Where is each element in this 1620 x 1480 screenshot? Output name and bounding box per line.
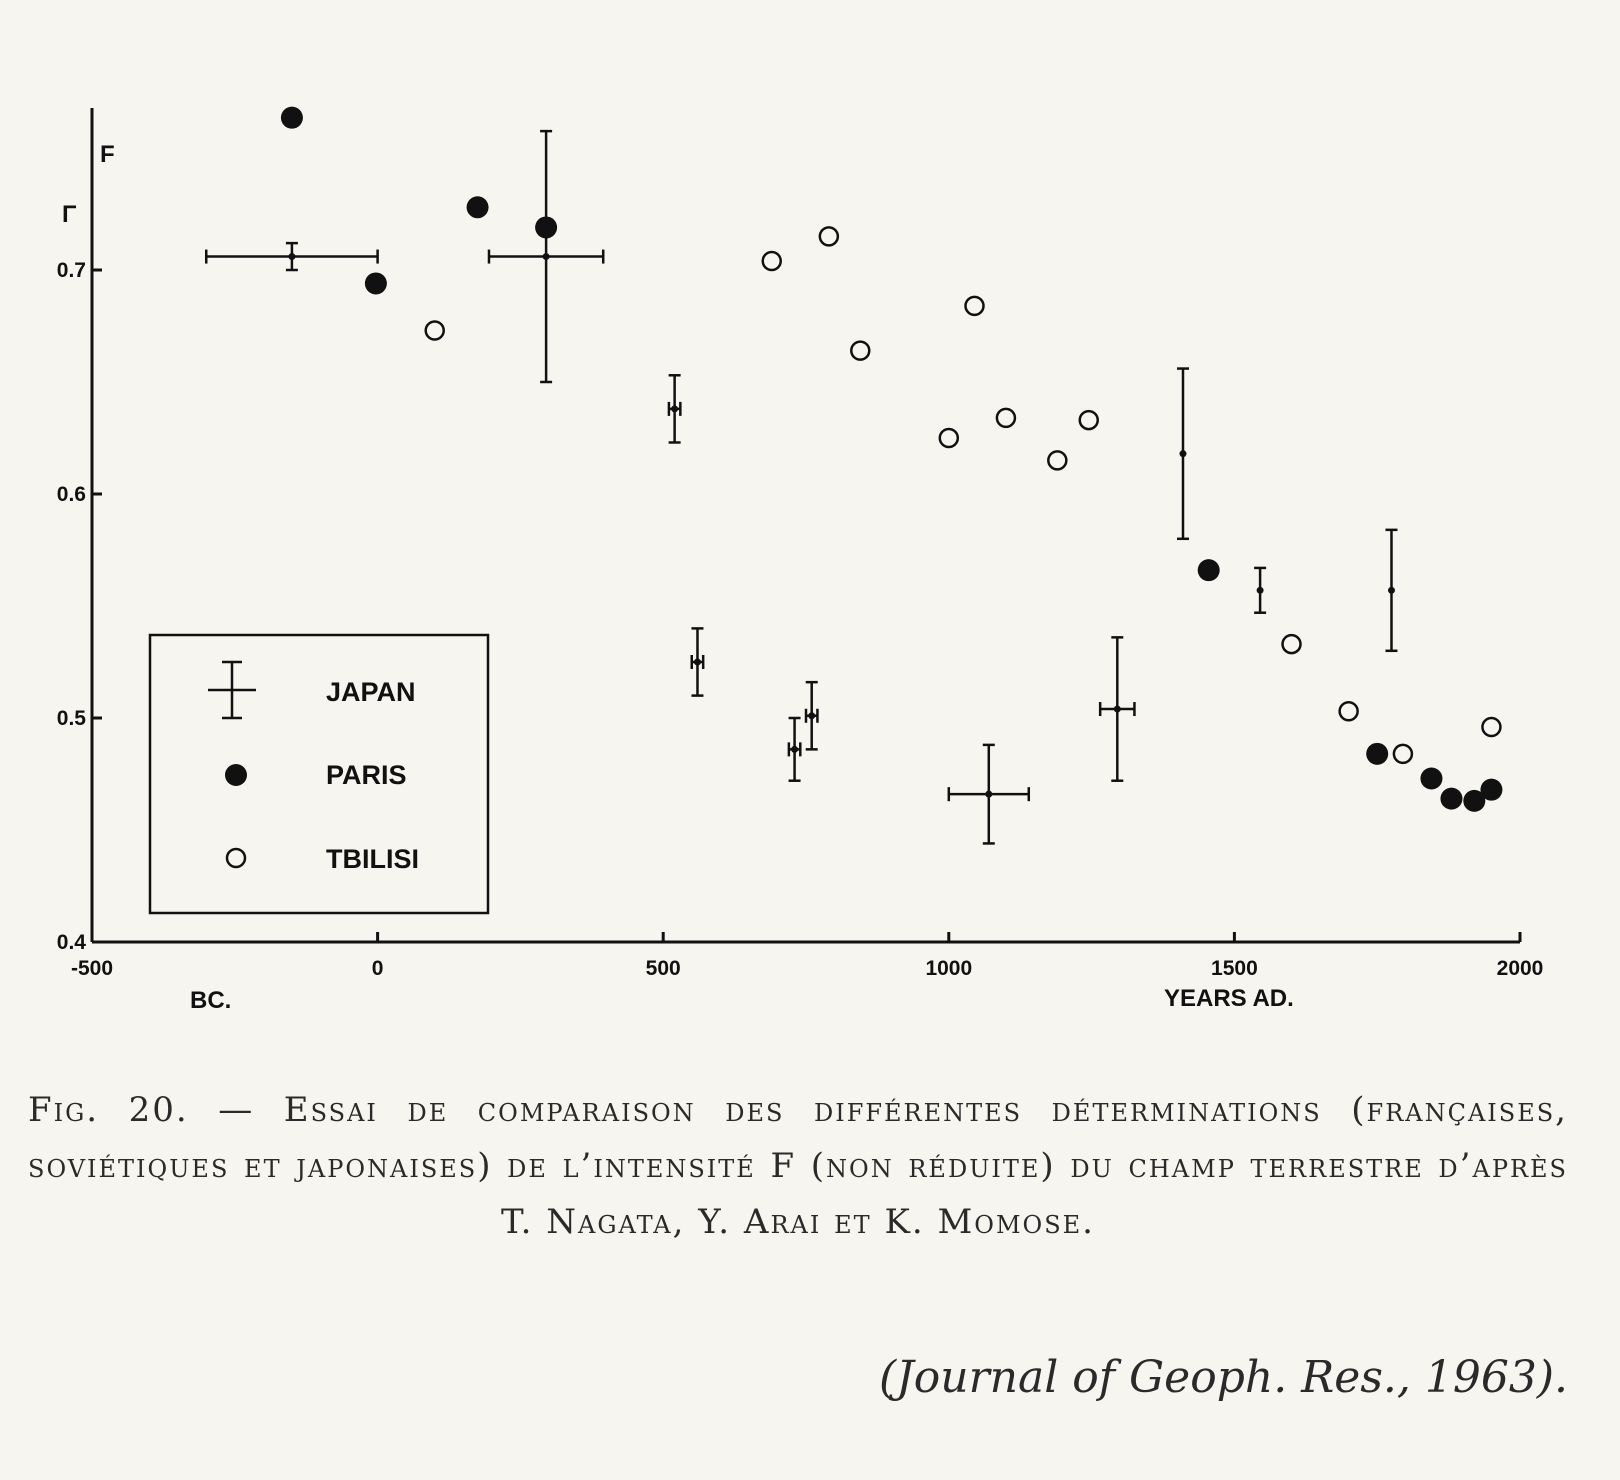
japan-point bbox=[1385, 528, 1398, 653]
japan-point bbox=[1176, 367, 1189, 541]
paris-point bbox=[535, 216, 558, 239]
x-tick-label: 2000 bbox=[1497, 957, 1544, 980]
series-japan bbox=[204, 129, 1398, 845]
japan-point-center bbox=[985, 790, 993, 798]
y-gamma-label: Γ bbox=[62, 201, 77, 228]
x-tick-label: 1500 bbox=[1211, 957, 1258, 980]
japan-point bbox=[690, 627, 705, 697]
paris-point bbox=[1420, 767, 1443, 790]
paris-point bbox=[280, 106, 303, 129]
chart: F Γ YEARS AD. BC. -500 0 500 1000 1500 2000 0.… bbox=[57, 106, 1544, 1014]
x-tick-label: -500 bbox=[71, 957, 113, 980]
tbilisi-point bbox=[938, 427, 960, 449]
japan-point-center bbox=[1256, 586, 1264, 594]
x-axis-bc-label: BC. bbox=[190, 987, 231, 1014]
tbilisi-point bbox=[1481, 716, 1502, 738]
y-tick-label: 0.6 bbox=[57, 483, 86, 506]
japan-point-center bbox=[1113, 705, 1121, 713]
paris-point bbox=[364, 272, 387, 295]
tbilisi-point bbox=[1078, 409, 1099, 431]
japan-point bbox=[204, 241, 379, 272]
japan-point bbox=[804, 680, 819, 751]
tbilisi-point bbox=[1338, 701, 1359, 722]
tbilisi-point bbox=[995, 407, 1017, 429]
tbilisi-point bbox=[964, 295, 985, 317]
x-tick-label: 0 bbox=[372, 957, 384, 980]
paris-point bbox=[1480, 778, 1503, 801]
japan-point-center bbox=[791, 745, 799, 753]
x-tick-label: 1000 bbox=[925, 957, 972, 980]
legend-japan-icon bbox=[208, 660, 256, 720]
tbilisi-point bbox=[1392, 743, 1414, 765]
axes: F Γ YEARS AD. BC. bbox=[62, 108, 1520, 1014]
paris-point bbox=[1366, 742, 1389, 765]
legend-paris-label: PARIS bbox=[326, 760, 407, 790]
legend-paris-icon bbox=[225, 764, 247, 786]
japan-point bbox=[1098, 636, 1136, 782]
y-tick-label: 0.4 bbox=[57, 931, 87, 954]
tbilisi-point bbox=[1281, 633, 1302, 655]
paris-point bbox=[466, 196, 489, 219]
japan-point-center bbox=[808, 712, 816, 720]
japan-point bbox=[667, 374, 682, 444]
marks bbox=[204, 106, 1503, 845]
paris-point bbox=[1463, 789, 1486, 812]
y-tick-label: 0.5 bbox=[57, 707, 87, 730]
figure-caption: Fig. 20. — Essai de comparaison des diff… bbox=[28, 1090, 1568, 1242]
y-tick-label: 0.7 bbox=[57, 259, 86, 282]
legend-japan-label: JAPAN bbox=[326, 677, 416, 707]
tbilisi-point bbox=[818, 226, 840, 247]
japan-point bbox=[947, 743, 1031, 845]
japan-point bbox=[1254, 566, 1267, 614]
japan-point bbox=[487, 129, 605, 384]
y-axis-label: F bbox=[100, 141, 115, 168]
japan-point bbox=[787, 716, 802, 782]
ticks: -500 0 500 1000 1500 2000 0.4 0.5 0.6 0.7 bbox=[57, 259, 1544, 980]
tbilisi-point bbox=[1047, 450, 1068, 471]
paris-point bbox=[1197, 559, 1220, 582]
legend-tbilisi-icon bbox=[225, 847, 247, 869]
series-paris bbox=[280, 106, 1503, 812]
japan-point-center bbox=[693, 658, 701, 666]
legend: JAPAN PARIS TBILISI bbox=[148, 633, 490, 915]
paris-point bbox=[1440, 787, 1463, 810]
japan-point-center bbox=[1387, 586, 1395, 594]
legend-box bbox=[148, 633, 490, 915]
legend-tbilisi-label: TBILISI bbox=[326, 844, 419, 874]
tbilisi-point bbox=[424, 320, 445, 341]
tbilisi-point bbox=[850, 340, 871, 361]
japan-point-center bbox=[1179, 450, 1187, 458]
japan-point-center bbox=[671, 405, 679, 413]
source-citation: (Journal of Geoph. Res., 1963). bbox=[878, 1352, 1568, 1403]
japan-point-center bbox=[288, 253, 296, 261]
japan-point-center bbox=[542, 253, 550, 261]
x-tick-label: 500 bbox=[646, 957, 681, 980]
x-axis-label: YEARS AD. bbox=[1164, 985, 1294, 1012]
series-tbilisi bbox=[424, 226, 1502, 765]
tbilisi-point bbox=[761, 250, 782, 272]
